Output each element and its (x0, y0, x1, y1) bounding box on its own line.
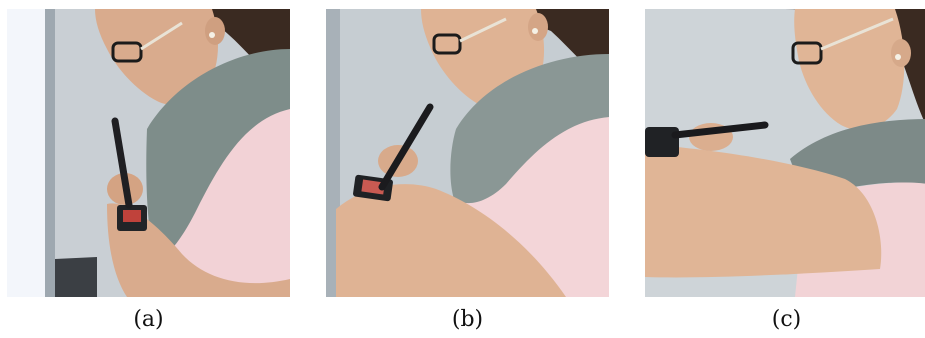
floor-shadow (55, 257, 97, 297)
photo-a (7, 9, 290, 297)
watch-screen (123, 210, 141, 222)
glasses (432, 33, 462, 55)
face (794, 9, 905, 130)
arm (107, 203, 290, 297)
smartwatch (645, 127, 679, 157)
scarf (146, 49, 290, 259)
window-frame (45, 9, 55, 297)
face (95, 9, 219, 105)
glasses-arm (459, 17, 507, 43)
earring (895, 54, 901, 60)
earring (209, 32, 215, 38)
photo-panel-b (326, 9, 609, 297)
scarf (450, 54, 609, 204)
photo-b (326, 9, 609, 297)
caption-b: (b) (451, 307, 484, 332)
hair (421, 9, 609, 84)
caption-c: (c) (771, 307, 802, 332)
earring (532, 28, 538, 34)
hair (95, 9, 290, 89)
arm (336, 184, 566, 297)
photo-panel-c (645, 9, 925, 297)
glasses (791, 41, 823, 65)
glasses-arm (820, 17, 894, 51)
ear (205, 17, 225, 45)
photo-panel-a (7, 9, 290, 297)
glasses-arm (140, 21, 183, 51)
watch-screen (361, 179, 385, 195)
caption-a: (a) (133, 307, 164, 332)
photo-c (645, 9, 925, 297)
window-light (7, 9, 45, 297)
glasses (111, 41, 143, 63)
pen (671, 121, 769, 139)
ear (891, 39, 911, 67)
pen (111, 117, 133, 209)
ear (528, 13, 548, 41)
pen (378, 103, 434, 191)
arm (645, 144, 882, 278)
